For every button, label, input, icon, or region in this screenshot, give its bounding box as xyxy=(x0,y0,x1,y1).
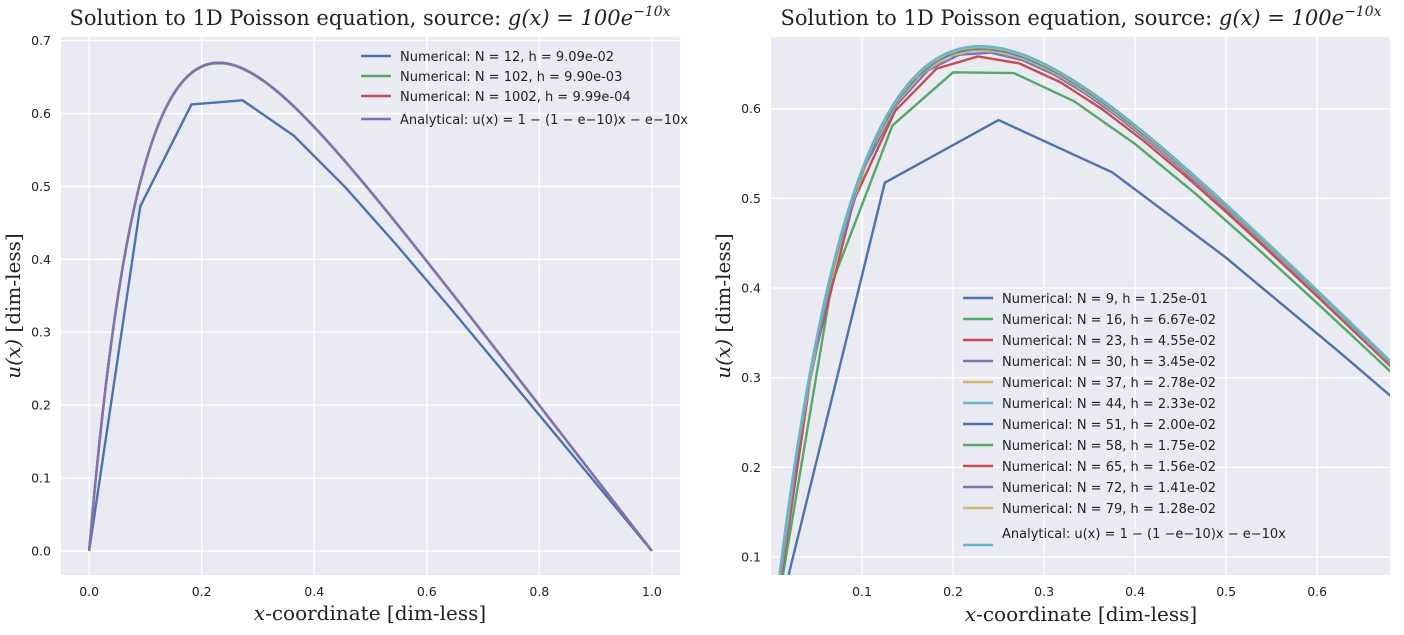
l-x-tick-label: 0.4 xyxy=(304,584,324,599)
left-legend: Numerical: N = 12, h = 9.09e-02 Numerica… xyxy=(361,50,688,128)
l-x-tick-label: 0.8 xyxy=(529,584,549,599)
right-legend-label-3: Numerical: N = 30, h = 3.45e-02 xyxy=(1002,355,1216,370)
r-y-tick-label: 0.2 xyxy=(741,460,761,475)
l-y-tick-label: 0.5 xyxy=(31,179,51,194)
l-y-tick-label: 0.4 xyxy=(31,252,51,267)
left-plot-area xyxy=(61,37,680,575)
r-series-line-1 xyxy=(781,71,1390,575)
right-legend-label-1: Numerical: N = 16, h = 6.67e-02 xyxy=(1002,313,1216,328)
right-legend-label-8: Numerical: N = 65, h = 1.56e-02 xyxy=(1002,460,1216,475)
r-y-tick-label: 0.5 xyxy=(741,191,761,206)
l-y-tick-label: 0.2 xyxy=(31,398,51,413)
l-y-tick-label: 0.1 xyxy=(31,471,51,486)
r-x-tick-label: 0.2 xyxy=(943,584,963,599)
r-x-tick-label: 0.1 xyxy=(852,584,872,599)
right-legend-label-5: Numerical: N = 44, h = 2.33e-02 xyxy=(1002,397,1216,412)
left-legend-label-0: Numerical: N = 12, h = 9.09e-02 xyxy=(400,50,614,65)
right-legend-label-9: Numerical: N = 72, h = 1.41e-02 xyxy=(1002,481,1216,496)
right-plot-area xyxy=(771,37,1390,575)
r-x-tick-label: 0.6 xyxy=(1307,584,1327,599)
r-x-tick-label: 0.3 xyxy=(1034,584,1054,599)
r-series-line-2 xyxy=(780,55,1390,575)
r-x-tick-label: 0.5 xyxy=(1216,584,1236,599)
right-legend-label-7: Numerical: N = 58, h = 1.75e-02 xyxy=(1002,439,1216,454)
left-chart: 0.0 0.2 0.4 0.6 0.8 1.0 0.0 0.1 0.2 0.3 0.4 0.5 0.6… xyxy=(1,4,688,625)
r-series-line-0 xyxy=(787,118,1390,575)
left-legend-label-3: Analytical: u(x) = 1 − (1 − e−10)x − e−1… xyxy=(400,113,688,128)
r-x-tick-label: 0.4 xyxy=(1125,584,1145,599)
right-legend-label-10: Numerical: N = 79, h = 1.28e-02 xyxy=(1002,502,1216,517)
left-legend-label-2: Numerical: N = 1002, h = 9.99e-04 xyxy=(400,90,631,105)
r-series-line-11 xyxy=(778,44,1390,575)
l-y-tick-label: 0.7 xyxy=(31,33,51,48)
l-series-line-0 xyxy=(87,99,653,552)
l-y-tick-label: 0.0 xyxy=(31,543,51,558)
right-y-axis-label: u(x) [dim-less] xyxy=(711,233,735,378)
r-y-tick-label: 0.4 xyxy=(741,281,761,296)
l-x-tick-label: 1.0 xyxy=(642,584,662,599)
right-x-axis-label: x-coordinate [dim-less] xyxy=(965,602,1197,626)
right-chart-title: Solution to 1D Poisson equation, source:… xyxy=(780,4,1381,30)
l-series-line-3 xyxy=(87,61,653,552)
l-x-tick-label: 0.6 xyxy=(417,584,437,599)
l-y-tick-label: 0.3 xyxy=(31,325,51,340)
right-legend-label-0: Numerical: N = 9, h = 1.25e-01 xyxy=(1002,292,1208,307)
left-x-axis-label: x-coordinate [dim-less] xyxy=(254,601,486,625)
left-x-tick-labels: 0.0 0.2 0.4 0.6 0.8 1.0 xyxy=(79,584,662,599)
right-y-tick-labels: 0.1 0.2 0.3 0.4 0.5 0.6 xyxy=(741,101,761,564)
right-legend-label-2: Numerical: N = 23, h = 4.55e-02 xyxy=(1002,334,1216,349)
right-legend: Numerical: N = 9, h = 1.25e-01 Numerical… xyxy=(963,292,1286,547)
right-series-group xyxy=(778,44,1390,575)
right-legend-label-6: Numerical: N = 51, h = 2.00e-02 xyxy=(1002,418,1216,433)
r-y-tick-label: 0.6 xyxy=(741,101,761,116)
left-legend-label-1: Numerical: N = 102, h = 9.90e-03 xyxy=(400,70,622,85)
left-series-group xyxy=(87,61,653,552)
right-chart: 0.1 0.2 0.3 0.4 0.5 0.6 0.1 0.2 0.3 0.4 0.5 0.6 So… xyxy=(711,4,1390,626)
r-y-tick-label: 0.1 xyxy=(741,550,761,565)
l-x-tick-label: 0.0 xyxy=(79,584,99,599)
l-x-tick-label: 0.2 xyxy=(192,584,212,599)
right-legend-label-4: Numerical: N = 37, h = 2.78e-02 xyxy=(1002,376,1216,391)
left-y-axis-label: u(x) [dim-less] xyxy=(1,233,25,378)
right-x-tick-labels: 0.1 0.2 0.3 0.4 0.5 0.6 xyxy=(852,584,1327,599)
left-y-tick-labels: 0.0 0.1 0.2 0.3 0.4 0.5 0.6 0.7 xyxy=(31,33,51,558)
l-y-tick-label: 0.6 xyxy=(31,106,51,121)
right-legend-label-11: Analytical: u(x) = 1 − (1 −e−10)x − e−10… xyxy=(1002,527,1286,542)
r-y-tick-label: 0.3 xyxy=(741,370,761,385)
left-chart-title: Solution to 1D Poisson equation, source:… xyxy=(69,4,670,30)
